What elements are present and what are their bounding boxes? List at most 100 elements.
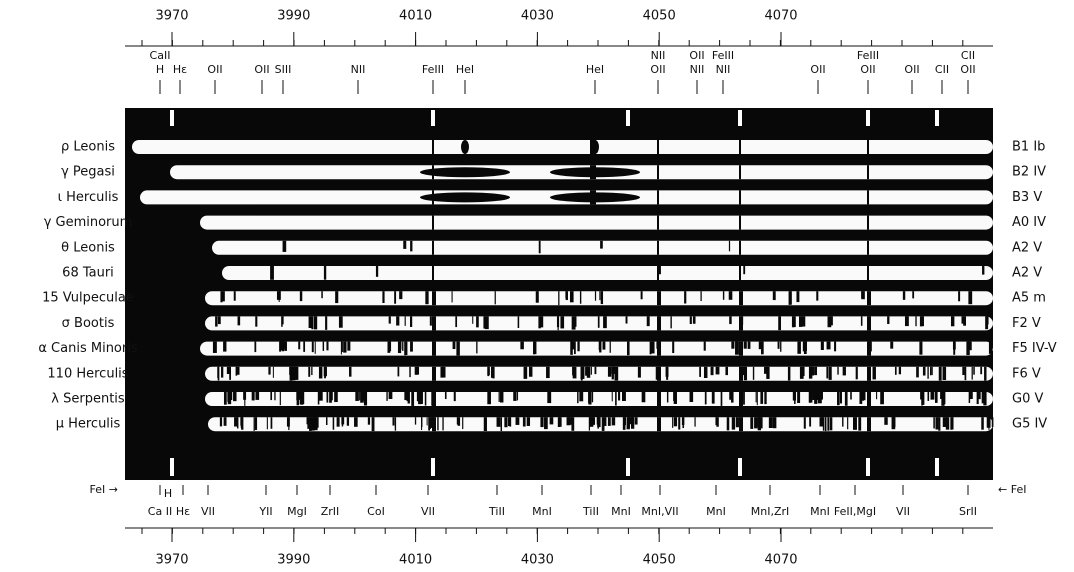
absorption (579, 291, 582, 304)
absorption (945, 417, 950, 430)
absorption (752, 366, 755, 380)
line-id: MgI (287, 505, 307, 518)
absorption (985, 316, 989, 325)
absorption (394, 291, 397, 304)
absorption (739, 417, 743, 432)
absorption (432, 165, 434, 180)
absorption (399, 291, 403, 300)
absorption (855, 366, 858, 380)
absorption (296, 392, 300, 406)
absorption (402, 341, 404, 351)
spectral-type: G0 V (1012, 392, 1043, 407)
absorption (938, 417, 941, 431)
spectra (132, 110, 994, 476)
absorption (571, 316, 576, 330)
line-id: MnI,VII (641, 505, 678, 518)
star-name: α Canis Minoris (38, 341, 137, 356)
absorption (797, 341, 801, 354)
absorption (597, 316, 600, 328)
absorption (828, 366, 832, 380)
star-name: θ Leonis (61, 240, 115, 255)
absorption (312, 417, 316, 429)
absorption (984, 366, 987, 381)
absorption (533, 341, 535, 355)
line-id: NII (351, 63, 366, 76)
absorption (496, 417, 501, 427)
spectral-type: F2 V (1012, 316, 1041, 331)
absorption (236, 417, 239, 429)
absorption (298, 392, 301, 400)
absorption (796, 291, 800, 303)
line-id: NII (651, 49, 666, 62)
spectral-type: A0 IV (1012, 215, 1046, 230)
scale-label: 3970 (155, 553, 188, 568)
line-id: Ca II (148, 505, 172, 518)
absorption (309, 417, 313, 429)
absorption (229, 366, 232, 380)
absorption (254, 417, 258, 430)
absorption (922, 366, 926, 376)
absorption (618, 392, 621, 401)
absorption (867, 291, 871, 306)
absorption (657, 190, 659, 205)
line-id: FeIII (422, 63, 444, 76)
absorption (233, 392, 237, 402)
absorption (274, 392, 276, 401)
absorption (611, 417, 616, 426)
fe-right: ← FeI (998, 483, 1026, 496)
absorption (684, 291, 687, 304)
absorption (611, 392, 613, 402)
absorption (569, 291, 574, 303)
absorption (803, 341, 807, 354)
absorption (590, 165, 596, 180)
absorption (217, 316, 221, 325)
absorption (599, 291, 601, 301)
absorption (728, 240, 731, 252)
absorption (842, 366, 846, 376)
absorption (325, 316, 328, 330)
absorption (847, 417, 849, 430)
comparison-line (866, 458, 870, 476)
absorption (317, 392, 320, 405)
comparison-line (935, 458, 939, 476)
comparison-line (935, 110, 939, 126)
absorption (927, 366, 929, 379)
line-id: CII (935, 63, 949, 76)
absorption (279, 392, 281, 406)
absorption (983, 392, 987, 406)
absorption (487, 366, 490, 377)
absorption (764, 366, 768, 374)
absorption (415, 366, 420, 375)
absorption (311, 316, 314, 330)
absorption (570, 417, 572, 425)
absorption (392, 417, 395, 426)
absorption (607, 417, 611, 426)
absorption (602, 341, 606, 350)
absorption (507, 417, 511, 427)
comparison-line (170, 110, 174, 126)
spectral-type: B3 V (1012, 190, 1042, 205)
absorption (570, 341, 575, 350)
absorption (739, 266, 741, 280)
absorption (867, 190, 869, 205)
absorption (594, 291, 597, 301)
absorption (988, 341, 993, 354)
absorption (646, 316, 650, 327)
fe-left: FeI → (90, 483, 118, 496)
absorption (388, 392, 393, 400)
absorption (743, 266, 746, 275)
absorption (950, 417, 953, 430)
absorption (906, 316, 909, 326)
absorption (432, 316, 436, 331)
absorption (325, 417, 328, 426)
absorption (559, 417, 562, 427)
line-id: ZrII (321, 505, 340, 518)
absorption (801, 316, 806, 327)
absorption (355, 392, 359, 401)
spectral-type: B1 Ib (1012, 140, 1045, 155)
absorption (827, 316, 832, 328)
absorption (741, 366, 746, 376)
absorption (729, 316, 732, 325)
absorption (692, 316, 696, 324)
